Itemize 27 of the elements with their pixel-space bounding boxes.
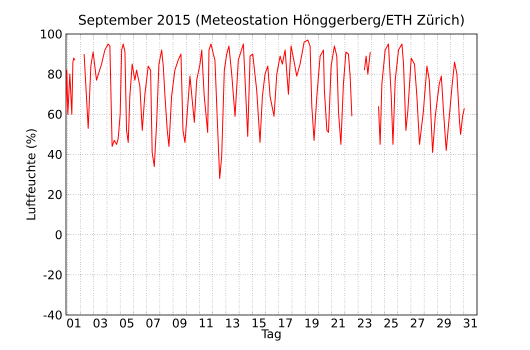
y-axis-title: Luftfeuchte (%) [26,129,37,220]
y-tick-label: 60 [48,110,62,119]
x-tick-label: 17 [279,318,292,328]
y-tick-label: 80 [48,70,62,79]
x-tick-label: 31 [464,318,477,328]
x-tick-label: 27 [410,318,424,328]
y-tick-label: 20 [48,190,62,200]
x-tick-label: 01 [67,318,80,328]
x-tick-label: 11 [200,318,213,328]
x-tick-label: 25 [384,318,398,328]
x-tick-label: 07 [146,318,160,328]
y-tick-label: 0 [56,230,62,240]
y-tick-label: 40 [48,150,62,159]
x-tick-label: 29 [437,318,451,328]
x-tick-label: 23 [358,318,372,328]
x-tick-label: 13 [226,318,240,328]
x-tick-label: 19 [306,318,319,328]
chart-title: September 2015 (Meteostation Hönggerberg/ETH Zürich) [79,14,464,28]
y-tick-label: 100 [40,29,62,39]
x-tick-label: 15 [252,318,266,328]
x-tick-label: 09 [172,318,186,328]
x-tick-label: 03 [94,318,107,328]
y-tick-label: -40 [44,310,62,320]
x-axis-title: Tag [261,329,281,341]
y-tick-label: -20 [44,270,62,280]
x-tick-label: 21 [332,318,345,328]
x-tick-label: 05 [120,318,134,328]
